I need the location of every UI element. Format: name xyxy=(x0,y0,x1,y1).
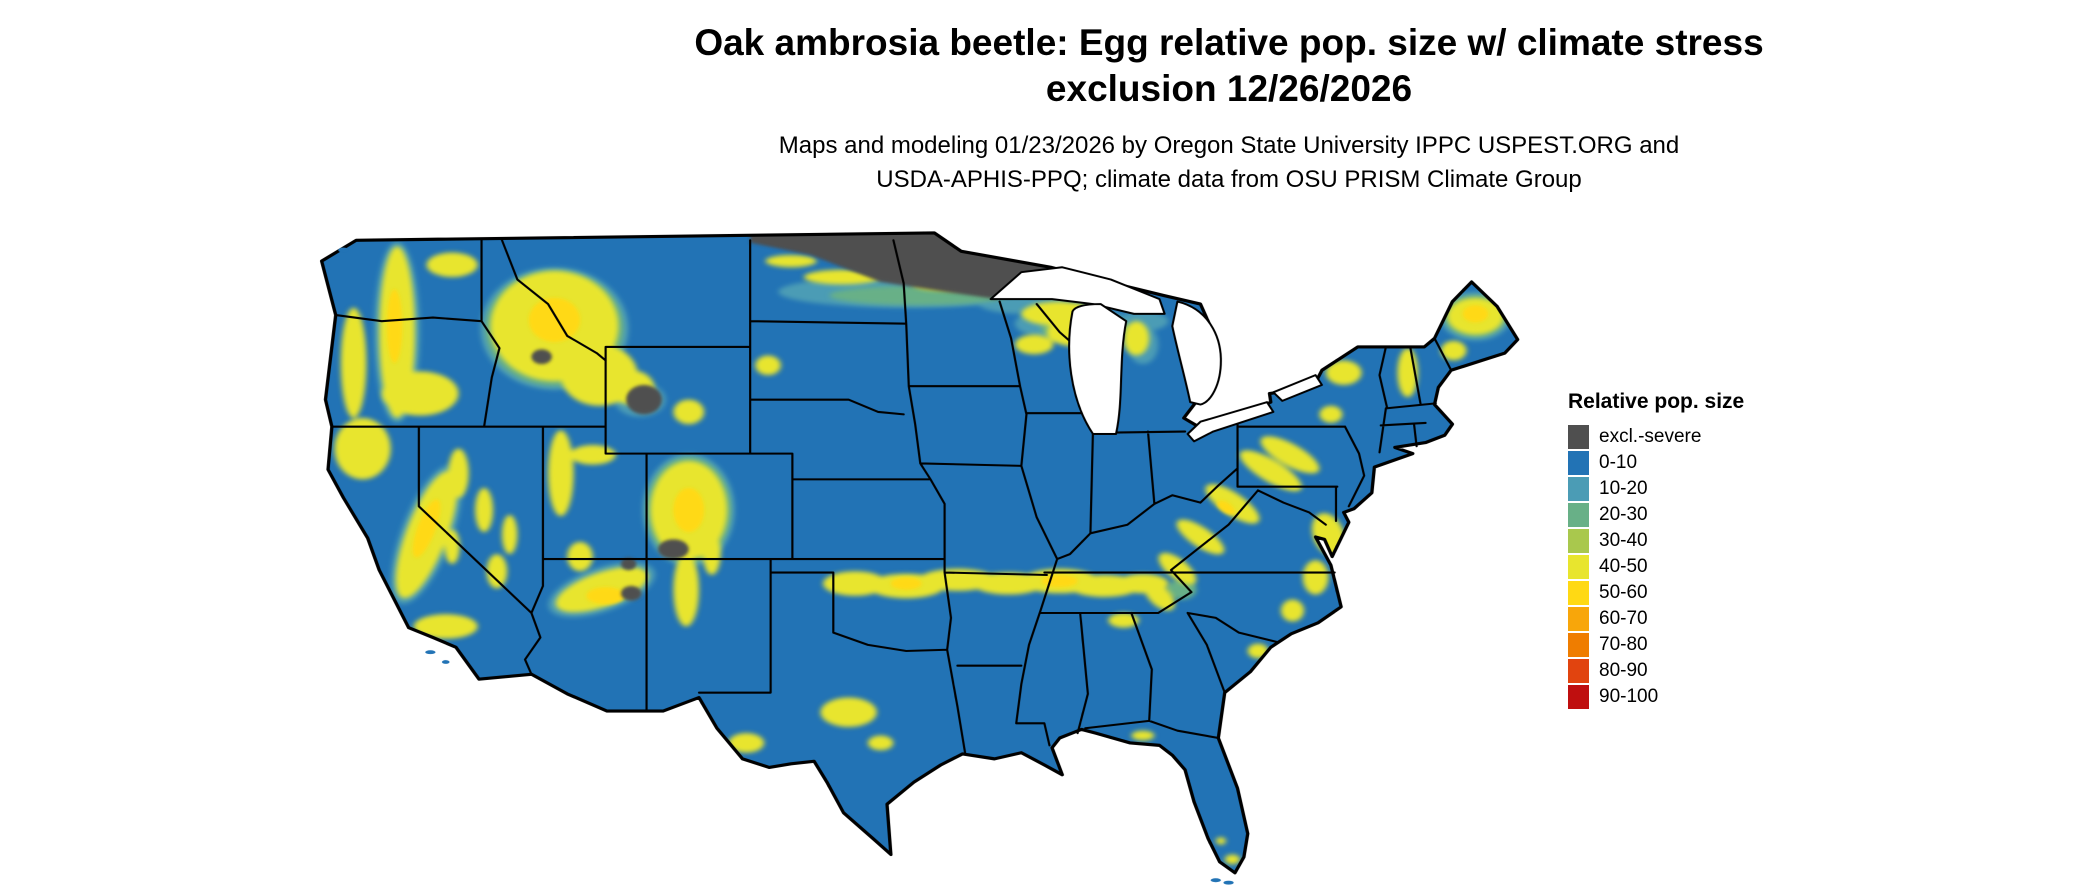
legend-label: 20-30 xyxy=(1599,504,1648,525)
offshore-islands xyxy=(338,247,1234,885)
great-lakes xyxy=(989,266,1323,443)
legend-items: excl.-severe 0-10 10-20 20-30 30-40 40-50 50-6… xyxy=(1568,424,1828,710)
legend-swatch xyxy=(1568,425,1589,449)
legend-swatch xyxy=(1568,477,1589,501)
legend-swatch xyxy=(1568,503,1589,527)
raster-layers xyxy=(321,232,1518,873)
legend-item-60-70: 60-70 xyxy=(1568,606,1828,632)
lake-erie xyxy=(1186,401,1275,443)
legend-label: 70-80 xyxy=(1599,634,1648,655)
map-title-line2: exclusion 12/26/2026 xyxy=(1045,68,1413,110)
legend-swatch xyxy=(1568,451,1589,475)
legend-label: 40-50 xyxy=(1599,556,1648,577)
legend-label: 80-90 xyxy=(1599,660,1648,681)
legend-title: Relative pop. size xyxy=(1568,390,1745,413)
legend-swatch xyxy=(1568,607,1589,631)
florida-keys xyxy=(1210,878,1221,883)
us-map-svg xyxy=(319,231,1520,885)
legend-item-80-90: 80-90 xyxy=(1568,658,1828,684)
legend-item-90-100: 90-100 xyxy=(1568,684,1828,710)
legend-item-excl.-severe: excl.-severe xyxy=(1568,424,1828,450)
legend-swatch xyxy=(1568,581,1589,605)
legend-swatch xyxy=(1568,633,1589,657)
legend-swatch xyxy=(1568,685,1589,709)
legend-swatch xyxy=(1568,529,1589,553)
legend-label: 90-100 xyxy=(1599,686,1659,707)
lake-huron xyxy=(1171,300,1222,406)
lake-michigan xyxy=(1068,303,1128,435)
us-map xyxy=(305,228,1533,890)
figure-header: Oak ambrosia beetle: Egg relative pop. s… xyxy=(359,20,2099,197)
legend-swatch xyxy=(1568,555,1589,579)
legend: Relative pop. size excl.-severe 0-10 10-20… xyxy=(1568,390,1828,710)
legend-label: 30-40 xyxy=(1599,530,1648,551)
legend-swatch xyxy=(1568,659,1589,683)
map-subtitle-line2: USDA-APHIS-PPQ; climate data from OSU PR… xyxy=(876,165,1582,193)
legend-label: 60-70 xyxy=(1599,608,1648,629)
legend-item-70-80: 70-80 xyxy=(1568,632,1828,658)
lake-ontario xyxy=(1272,374,1323,402)
legend-item-50-60: 50-60 xyxy=(1568,580,1828,606)
us-outline xyxy=(319,231,1520,875)
legend-item-10-20: 10-20 xyxy=(1568,476,1828,502)
map-title: Oak ambrosia beetle: Egg relative pop. s… xyxy=(359,20,2099,113)
legend-item-20-30: 20-30 xyxy=(1568,502,1828,528)
raster-40-50 xyxy=(334,246,1504,865)
state-borders xyxy=(330,239,1453,754)
legend-label: 10-20 xyxy=(1599,478,1648,499)
legend-label: 50-60 xyxy=(1599,582,1648,603)
raster-50-60 xyxy=(386,289,1489,605)
map-subtitle: Maps and modeling 01/23/2026 by Oregon S… xyxy=(359,129,2099,197)
legend-item-40-50: 40-50 xyxy=(1568,554,1828,580)
lake-superior xyxy=(989,266,1166,315)
map-subtitle-line1: Maps and modeling 01/23/2026 by Oregon S… xyxy=(778,131,1680,159)
map-title-line1: Oak ambrosia beetle: Egg relative pop. s… xyxy=(694,22,1764,63)
legend-item-30-40: 30-40 xyxy=(1568,528,1828,554)
legend-label: 0-10 xyxy=(1599,452,1638,473)
legend-item-0-10: 0-10 xyxy=(1568,450,1828,476)
legend-label: excl.-severe xyxy=(1599,426,1702,447)
